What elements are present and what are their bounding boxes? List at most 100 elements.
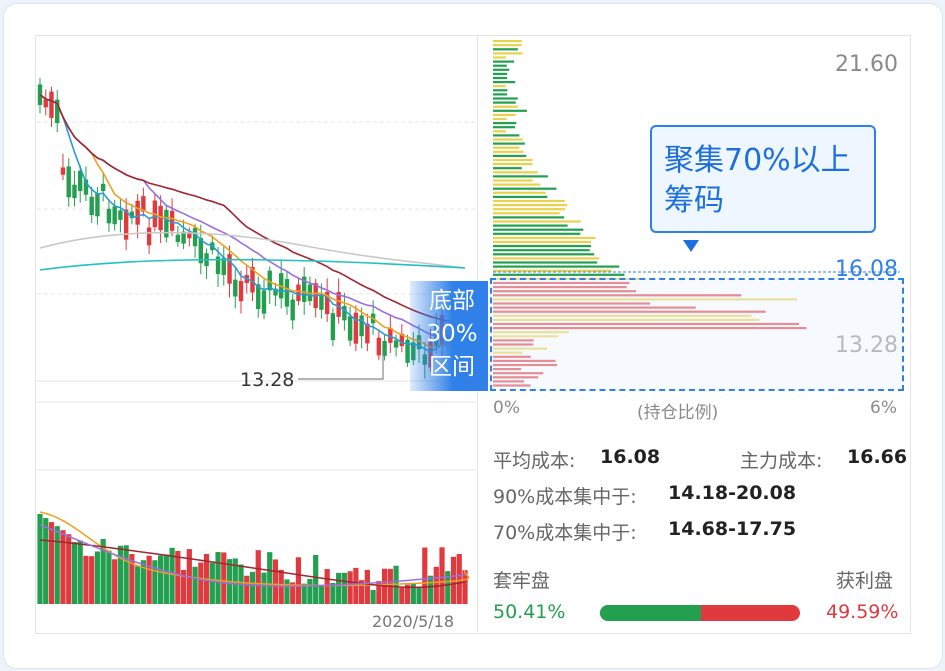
ma-line: [39, 94, 466, 325]
chip-bar: [493, 195, 548, 198]
ma-line: [39, 94, 466, 353]
chip-bar: [493, 40, 522, 43]
bottom-zone-line1: 底部: [429, 288, 475, 314]
chip-bar: [493, 117, 507, 121]
candle-body: [336, 292, 341, 317]
chip-bar: [493, 76, 508, 80]
ma-line: [39, 94, 466, 340]
cost90-value: 14.18-20.08: [668, 482, 797, 504]
ma-line: [39, 231, 466, 269]
volume-ma: [39, 539, 466, 589]
candle-body: [324, 291, 330, 315]
volume-bar: [106, 550, 112, 604]
candle-body: [169, 210, 175, 231]
candle-body: [181, 231, 186, 244]
main-cost-label: 主力成本:: [740, 450, 823, 472]
volume-bar: [261, 572, 267, 604]
main-cost-value: 16.66: [847, 446, 908, 468]
chip-bar: [493, 158, 533, 162]
candle-body: [399, 333, 405, 347]
chip-bar: [493, 380, 524, 383]
bottom-zone-text: 底部 30% 区间: [418, 285, 486, 384]
volume-bar: [37, 514, 43, 604]
candle-body: [221, 257, 226, 275]
chip-bar: [493, 257, 600, 260]
candle-body: [330, 313, 336, 341]
chip-bar: [493, 204, 568, 207]
chip-bar: [493, 240, 592, 244]
candle-body: [95, 193, 100, 217]
chip-bar: [493, 101, 516, 104]
trapped-value: 50.41%: [493, 601, 566, 623]
volume-bar: [117, 545, 124, 604]
volume-bar: [462, 570, 468, 604]
candle-body: [273, 288, 278, 296]
chip-bar: [493, 89, 508, 92]
volume-bar: [347, 571, 353, 604]
chip-bar: [493, 335, 559, 338]
chip-bar: [493, 359, 556, 362]
candle-body: [250, 266, 255, 293]
candle-body: [227, 254, 232, 284]
cost70-value: 14.68-17.75: [668, 518, 797, 540]
trapped-ratio-fill: [600, 605, 701, 621]
volume-bar: [330, 582, 336, 604]
chip-bar: [493, 134, 520, 137]
candle-body: [146, 227, 152, 246]
cost70-label: 70%成本集中于:: [493, 522, 637, 544]
callout-line2: 筹码: [664, 183, 724, 218]
chip-bar: [493, 68, 510, 71]
chip-bar: [493, 56, 506, 59]
candle-body: [72, 184, 77, 199]
chip-bar: [493, 228, 584, 231]
chip-bar: [493, 130, 507, 133]
chip-bar: [493, 60, 515, 63]
volume-bar: [140, 560, 146, 604]
chip-bar: [493, 327, 807, 330]
volume-bar: [244, 575, 250, 604]
candle-body: [129, 211, 135, 219]
chip-bar: [493, 249, 590, 252]
chip-bar: [493, 294, 742, 297]
candle-body: [49, 91, 54, 118]
chip-bar: [493, 44, 522, 47]
chip-bar: [493, 355, 531, 358]
chip-bar: [493, 232, 581, 235]
callout-arrow-icon: [683, 240, 699, 252]
chip-bar: [493, 384, 531, 387]
chip-bar: [493, 187, 557, 190]
candle-body: [100, 183, 106, 192]
chip-bar: [493, 208, 566, 211]
volume-bar: [60, 530, 66, 604]
chip-bar: [493, 224, 568, 227]
volume-bar: [318, 584, 325, 604]
volume-bar: [175, 550, 181, 604]
volume-bar: [422, 547, 428, 604]
volume-ma: [39, 524, 466, 587]
volume-bar: [410, 583, 416, 604]
chip-bar: [493, 146, 520, 149]
price-avg-label: 16.08: [835, 257, 898, 282]
candle-body: [382, 340, 387, 356]
bottom-zone-highlight: [490, 278, 904, 391]
volume-bar: [163, 554, 169, 604]
candle-body: [388, 327, 393, 343]
candle-body: [89, 196, 94, 215]
chip-bar: [493, 163, 533, 166]
chip-bar: [493, 298, 798, 301]
chip-bar: [493, 150, 524, 153]
axis-left-label: 0%: [493, 398, 520, 418]
chip-bar: [493, 154, 527, 157]
ma-line: [39, 94, 466, 349]
chip-bar: [493, 322, 800, 326]
candle-body: [359, 315, 364, 337]
volume-bar: [272, 559, 279, 604]
volume-bar: [43, 518, 49, 604]
chip-bar: [493, 138, 523, 141]
chip-bar: [493, 314, 752, 317]
chip-bar: [493, 52, 523, 55]
volume-bar: [364, 569, 370, 604]
volume-bar: [445, 571, 451, 604]
volume-bar: [359, 580, 365, 604]
